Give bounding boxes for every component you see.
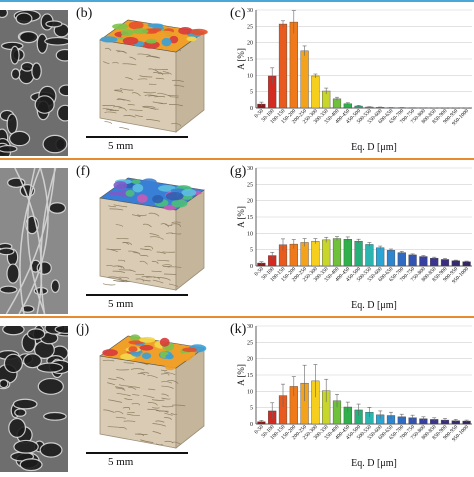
y-tick-label: 25: [247, 340, 253, 346]
y-tick-label: 15: [247, 57, 253, 63]
y-tick-label: 20: [247, 357, 253, 363]
panel-label-chart: (k): [230, 322, 246, 338]
bar: [430, 258, 438, 266]
y-axis-label: A [%]: [236, 206, 246, 228]
y-tick-label: 25: [247, 24, 253, 30]
y-tick-label: 30: [247, 8, 253, 14]
y-tick-label: 20: [247, 199, 253, 205]
y-tick-label: 10: [247, 73, 253, 79]
y-tick-label: 25: [247, 182, 253, 188]
histogram-svg: 0510152025300-5050-100100-150150-200200-…: [236, 4, 474, 156]
y-tick-label: 10: [247, 231, 253, 237]
scale-bar: [86, 452, 188, 454]
y-tick-label: 0: [250, 422, 253, 428]
y-tick-label: 10: [247, 389, 253, 395]
scale-bar-label: 5 mm: [108, 456, 133, 468]
y-tick-label: 0: [250, 106, 253, 112]
bar: [387, 250, 395, 266]
tomography-cube: [96, 170, 208, 292]
scale-bar: [86, 294, 188, 296]
bar: [420, 257, 428, 266]
bar: [301, 51, 309, 108]
panel-label-left: (f): [76, 164, 90, 180]
x-axis-label: Eq. D [μm]: [351, 142, 397, 153]
divider-bottom: [0, 316, 474, 318]
bar: [409, 255, 417, 266]
bar: [441, 259, 449, 266]
bar: [452, 261, 460, 266]
bar: [366, 244, 374, 266]
y-tick-label: 15: [247, 215, 253, 221]
y-tick-label: 30: [247, 166, 253, 172]
divider-top: [0, 0, 474, 2]
y-tick-label: 5: [250, 406, 253, 412]
y-tick-label: 30: [247, 324, 253, 330]
scale-bar-label: 5 mm: [108, 140, 133, 152]
panel-label-left: (b): [76, 6, 92, 22]
histogram-svg: 0510152025300-5050-100100-150150-200200-…: [236, 162, 474, 314]
sem-micrograph: [0, 10, 68, 156]
scale-bar-label: 5 mm: [108, 298, 133, 310]
histogram-svg: 0510152025300-5050-100100-150150-200200-…: [236, 320, 474, 472]
tomography-cube: [96, 328, 208, 450]
panel-label-chart: (g): [230, 164, 246, 180]
x-axis-label: Eq. D [μm]: [351, 300, 397, 311]
scale-bar: [86, 136, 188, 138]
sem-micrograph: [0, 168, 68, 314]
panel-label-left: (j): [76, 322, 89, 338]
bar: [312, 76, 320, 108]
panel-label-chart: (c): [230, 6, 246, 22]
y-axis-label: A [%]: [236, 48, 246, 70]
y-axis-label: A [%]: [236, 364, 246, 386]
bar: [322, 240, 330, 266]
bar: [376, 248, 384, 266]
bar: [312, 241, 320, 266]
bar: [398, 253, 406, 266]
tomography-cube: [96, 12, 208, 134]
bar: [355, 241, 363, 266]
y-tick-label: 20: [247, 41, 253, 47]
y-tick-label: 15: [247, 373, 253, 379]
bar: [290, 22, 298, 108]
sem-micrograph: [0, 326, 68, 472]
divider-middle: [0, 158, 474, 160]
bar: [279, 24, 287, 108]
y-tick-label: 5: [250, 90, 253, 96]
y-tick-label: 5: [250, 248, 253, 254]
bar: [333, 239, 341, 266]
x-axis-label: Eq. D [μm]: [351, 458, 397, 469]
bar: [344, 239, 352, 266]
y-tick-label: 0: [250, 264, 253, 270]
